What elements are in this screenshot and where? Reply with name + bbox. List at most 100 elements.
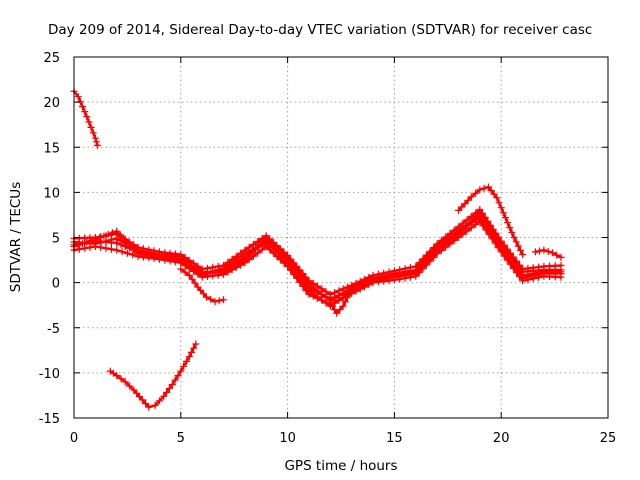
- data-point: [339, 302, 347, 310]
- data-point: [361, 281, 368, 289]
- x-axis-label: GPS time / hours: [284, 458, 397, 474]
- data-point: [343, 294, 351, 302]
- data-point: [481, 217, 489, 225]
- data-point: [142, 400, 150, 408]
- data-point: [79, 240, 86, 248]
- data-point: [422, 258, 430, 266]
- data-point: [536, 247, 544, 255]
- data-point: [506, 257, 514, 265]
- data-point: [531, 248, 539, 256]
- data-point: [281, 256, 288, 264]
- data-point: [224, 266, 232, 274]
- data-point: [265, 237, 273, 245]
- data-point: [188, 348, 195, 356]
- data-point: [117, 375, 125, 383]
- data-point: [479, 213, 486, 221]
- data-point: [437, 243, 445, 251]
- data-point: [385, 274, 393, 282]
- data-series: [70, 87, 565, 411]
- data-point: [163, 388, 171, 396]
- y-tick-label: 0: [52, 277, 60, 292]
- y-tick-label: 10: [43, 186, 60, 201]
- data-point: [510, 234, 518, 241]
- data-point: [401, 271, 409, 279]
- data-point: [74, 93, 82, 101]
- data-point: [489, 231, 497, 239]
- data-point: [134, 250, 142, 258]
- data-point: [352, 286, 360, 293]
- data-point: [74, 241, 82, 249]
- data-point: [123, 249, 131, 257]
- data-point: [155, 253, 163, 261]
- data-point: [102, 237, 110, 245]
- y-tick-label: -15: [39, 412, 60, 427]
- y-tick-label: 5: [52, 232, 60, 247]
- data-point: [274, 249, 282, 256]
- data-point: [237, 259, 245, 267]
- data-point: [174, 372, 182, 380]
- data-point: [161, 254, 169, 262]
- data-point: [145, 252, 153, 260]
- data-point: [450, 234, 458, 242]
- data-point: [255, 241, 263, 249]
- data-point: [318, 296, 326, 304]
- data-point: [484, 183, 492, 191]
- data-point: [202, 293, 210, 301]
- series-line: [109, 342, 198, 409]
- data-point: [89, 129, 97, 137]
- data-point: [512, 238, 520, 246]
- data-point: [464, 196, 472, 204]
- data-point: [314, 293, 321, 301]
- y-tick-label: 20: [43, 96, 60, 111]
- data-point: [91, 134, 99, 142]
- data-point: [262, 234, 270, 241]
- data-point: [177, 367, 185, 375]
- data-point: [415, 266, 423, 274]
- data-point: [326, 299, 334, 306]
- data-point: [557, 270, 565, 278]
- data-point: [296, 275, 304, 283]
- data-point: [535, 271, 543, 279]
- data-point: [268, 241, 276, 249]
- data-point: [284, 260, 292, 268]
- data-point: [519, 251, 527, 259]
- data-point: [299, 279, 307, 287]
- data-point: [79, 103, 86, 111]
- data-point: [497, 244, 505, 252]
- data-point: [455, 231, 462, 239]
- data-point: [516, 270, 523, 278]
- data-point: [430, 250, 438, 258]
- data-point: [259, 237, 267, 245]
- data-point: [458, 227, 466, 235]
- data-point: [113, 372, 121, 380]
- data-point: [75, 245, 83, 253]
- data-point: [160, 392, 168, 400]
- data-point: [458, 203, 466, 211]
- x-tick-label: 5: [177, 431, 185, 446]
- data-point: [81, 108, 89, 116]
- data-point: [503, 253, 511, 261]
- data-point: [104, 230, 112, 238]
- data-point: [480, 184, 488, 192]
- series-arc-main-5: [70, 208, 565, 310]
- data-point: [181, 259, 189, 267]
- data-point: [326, 290, 334, 298]
- data-point: [113, 234, 121, 242]
- series-arc-dropoff-6h: [177, 265, 227, 306]
- series-arc-late-tail: [531, 246, 565, 261]
- data-point: [529, 272, 537, 280]
- data-point: [108, 229, 116, 237]
- series-arc-peak-19h: [455, 183, 527, 259]
- data-point: [241, 256, 249, 264]
- data-point: [220, 269, 227, 277]
- data-point: [121, 378, 129, 386]
- data-point: [287, 264, 295, 271]
- data-point: [495, 199, 503, 207]
- y-tick-label: -5: [47, 322, 60, 337]
- data-point: [131, 246, 138, 254]
- data-point: [469, 216, 477, 224]
- data-point: [150, 253, 158, 260]
- data-point: [369, 277, 377, 285]
- data-point: [461, 200, 469, 208]
- data-point: [549, 249, 556, 257]
